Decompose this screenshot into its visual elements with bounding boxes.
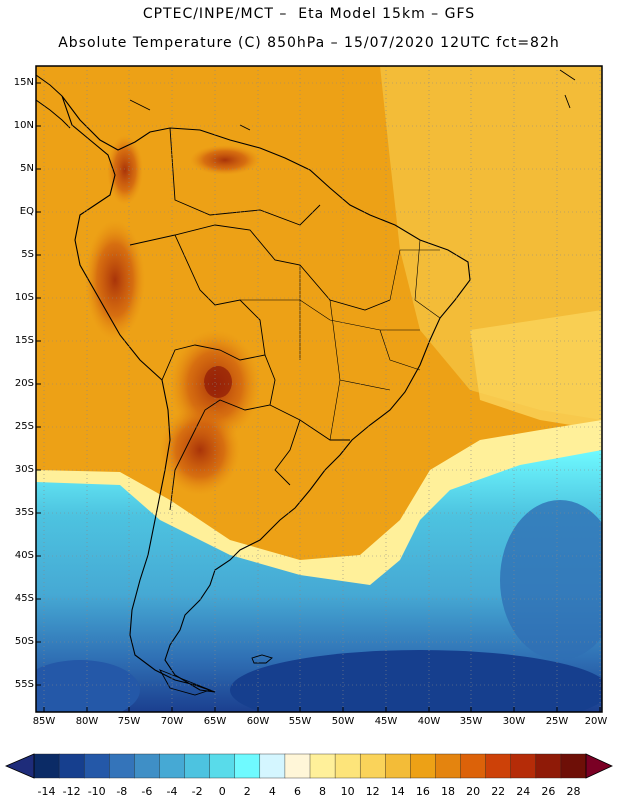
- colorbar-tick-label: -10: [87, 785, 106, 798]
- colorbar-tick-label: 12: [365, 785, 380, 798]
- transition-band: [36, 420, 602, 600]
- map-title-line-1: CPTEC/INPE/MCT – Eta Model 15km – GFS: [142, 6, 476, 22]
- colorbar-cell: [184, 753, 211, 779]
- deep-cold-patch: [230, 650, 602, 712]
- colorbar-cell: [535, 753, 562, 779]
- colorbar-tick-label: 24: [516, 785, 531, 798]
- colorbar-cell: [209, 753, 236, 779]
- lat-label: 25S: [14, 421, 34, 432]
- colorbar-tick-label: -8: [116, 785, 128, 798]
- colorbar-cell: [159, 753, 186, 779]
- atlantic-yellow-band: [470, 310, 602, 430]
- colorbar-tick-label: 8: [319, 785, 326, 798]
- lat-label: 20S: [14, 378, 34, 389]
- lon-label: 40W: [417, 716, 441, 727]
- lat-label: EQ: [19, 206, 34, 217]
- colorbar-tick-label: 26: [541, 785, 556, 798]
- colorbar-tick-label: -4: [166, 785, 178, 798]
- lon-label: 30W: [502, 716, 526, 727]
- colorbar-cell: [259, 753, 286, 779]
- colorbar-tick-label: 10: [340, 785, 355, 798]
- cold-southern-field: [36, 450, 602, 712]
- colorbar-cell: [560, 753, 587, 779]
- hot-spot-peru: [85, 220, 145, 340]
- state-borders: [240, 239, 441, 441]
- lat-label: 15S: [14, 335, 34, 346]
- colorbar-tick-label: 20: [466, 785, 481, 798]
- colorbar-cell: [83, 753, 110, 779]
- colorbar-tick-label: 2: [243, 785, 251, 798]
- colorbar: [4, 753, 613, 779]
- colorbar-under-triangle: [4, 753, 35, 779]
- hot-spot-argentina: [160, 405, 240, 495]
- lon-label: 25W: [545, 716, 569, 727]
- colorbar-cell: [359, 753, 386, 779]
- hot-spot-colombia: [107, 135, 143, 205]
- lat-label: 10N: [13, 120, 34, 131]
- deep-cold-patch-west: [36, 660, 140, 712]
- lat-label: 15N: [13, 77, 34, 88]
- colorbar-tick-label: 4: [268, 785, 276, 798]
- lon-label: 20W: [584, 716, 608, 727]
- lat-label: 5S: [21, 249, 34, 260]
- lat-label: 10S: [14, 292, 34, 303]
- colorbar-cell: [435, 753, 462, 779]
- falkland-islands: [251, 654, 273, 664]
- colorbar-over-triangle: [585, 753, 613, 779]
- lat-label: 30S: [14, 464, 34, 475]
- colorbar-cell: [134, 753, 160, 779]
- temperature-map: [35, 65, 603, 713]
- colorbar-cell: [309, 753, 336, 779]
- lat-label: 35S: [14, 507, 34, 518]
- colorbar-tick-label: -12: [62, 785, 81, 798]
- south-america-coastline: [61, 95, 471, 693]
- colorbar-cell: [234, 753, 261, 779]
- lat-label: 45S: [14, 593, 34, 604]
- colorbar-tick-label: 22: [491, 785, 506, 798]
- colorbar-cell: [109, 753, 135, 779]
- colorbar-cell: [58, 753, 85, 779]
- lon-label: 45W: [374, 716, 398, 727]
- colorbar-tick-label: 0: [218, 785, 226, 798]
- lat-label: 5N: [20, 163, 34, 174]
- lon-label: 85W: [32, 716, 56, 727]
- colorbar-tick-label: -2: [191, 785, 203, 798]
- lon-label: 50W: [331, 716, 355, 727]
- central-america-coast: [36, 74, 71, 129]
- colorbar-cell: [485, 753, 512, 779]
- colorbar-tick-label: 14: [390, 785, 405, 798]
- lon-label: 55W: [288, 716, 312, 727]
- colorbar-tick-label: -6: [141, 785, 153, 798]
- lon-label: 35W: [459, 716, 483, 727]
- lon-label: 75W: [117, 716, 141, 727]
- colorbar-cell: [510, 753, 537, 779]
- caribbean-islands: [129, 69, 576, 131]
- country-borders: [129, 127, 391, 511]
- lat-label: 55S: [14, 679, 34, 690]
- map-title-line-2: Absolute Temperature (C) 850hPa – 15/07/…: [58, 35, 560, 51]
- lon-label: 65W: [203, 716, 227, 727]
- colorbar-cell: [385, 753, 411, 779]
- lon-label: 80W: [75, 716, 99, 727]
- lon-label: 70W: [160, 716, 184, 727]
- lon-label: 60W: [246, 716, 270, 727]
- lat-label: 50S: [14, 636, 34, 647]
- colorbar-tick-label: -14: [37, 785, 56, 798]
- hot-spot-venezuela: [190, 145, 260, 175]
- colorbar-tick-label: 6: [294, 785, 301, 798]
- colorbar-tick-label: 28: [566, 785, 581, 798]
- cold-patch-east: [500, 500, 602, 660]
- axis-ticks: [36, 82, 601, 712]
- hot-spot-core: [204, 366, 232, 398]
- lat-label: 40S: [14, 550, 34, 561]
- map-frame: [35, 65, 603, 713]
- colorbar-cell: [33, 753, 60, 779]
- colorbar-cell: [410, 753, 436, 779]
- colorbar-tick-label: 16: [415, 785, 430, 798]
- colorbar-tick-label: 18: [441, 785, 455, 798]
- colorbar-cell: [460, 753, 487, 779]
- colorbar-cell: [334, 753, 361, 779]
- colorbar-cell: [284, 753, 311, 779]
